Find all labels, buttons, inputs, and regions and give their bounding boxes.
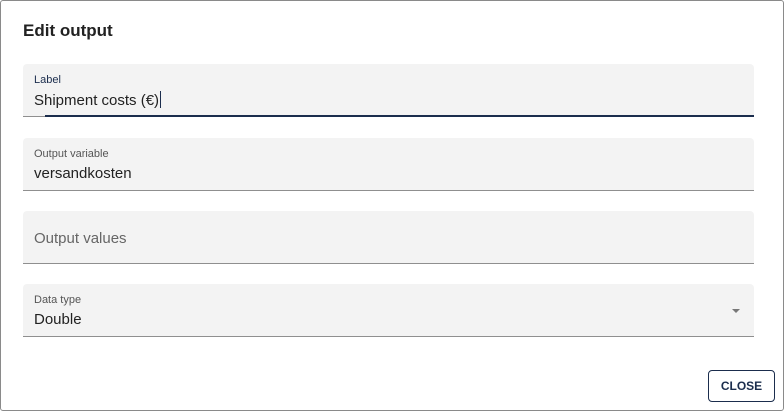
output-values-field[interactable]: Output values [23, 211, 754, 264]
output-variable-input[interactable]: versandkosten [34, 165, 132, 182]
label-field[interactable]: Label Shipment costs (€) [23, 64, 754, 117]
dialog-title: Edit output [23, 21, 113, 40]
label-value: Shipment costs (€) [34, 92, 160, 109]
dropdown-arrow-icon[interactable] [732, 309, 740, 313]
output-values-input[interactable]: Output values [34, 230, 127, 247]
data-type-select[interactable]: Data type Double [23, 284, 754, 337]
focus-underline [45, 115, 754, 117]
data-type-value: Double [34, 311, 82, 328]
close-button[interactable]: CLOSE [708, 370, 775, 402]
label-input[interactable]: Shipment costs (€) [34, 91, 162, 109]
output-variable-field[interactable]: Output variable versandkosten [23, 138, 754, 191]
data-type-label: Data type [34, 294, 82, 306]
text-cursor [160, 91, 162, 108]
output-variable-label: Output variable [34, 148, 109, 160]
label-field-label: Label [34, 74, 61, 86]
